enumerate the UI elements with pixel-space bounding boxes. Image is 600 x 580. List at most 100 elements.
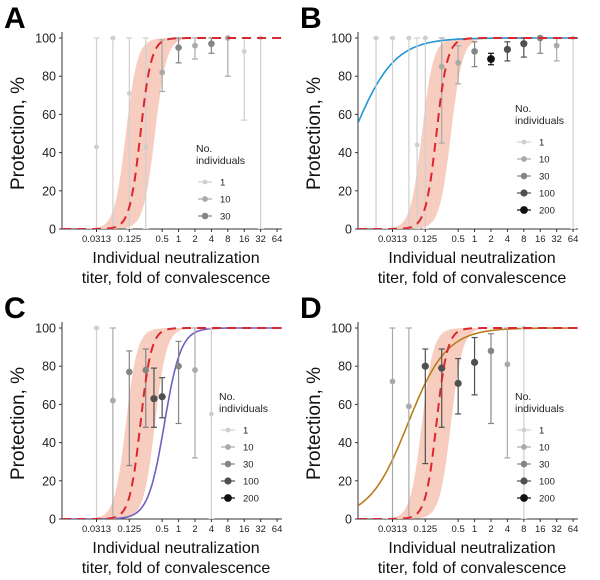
- panel-label: A: [4, 2, 26, 35]
- y-tick-label: 40: [42, 146, 56, 160]
- legend-key-point: [520, 460, 528, 468]
- data-point: [405, 403, 412, 410]
- data-point: [209, 411, 214, 417]
- data-point: [159, 69, 166, 76]
- data-point-group: [389, 327, 396, 519]
- x-tick-label: 4: [209, 234, 214, 245]
- data-point-group: [257, 35, 264, 229]
- legend-entry-label: 1: [539, 426, 544, 437]
- y-tick-label: 60: [42, 108, 56, 122]
- legend-key-point: [224, 494, 232, 502]
- y-tick-label: 40: [338, 436, 352, 450]
- data-point-group: [373, 35, 380, 229]
- y-tick-label: 80: [338, 360, 352, 374]
- panel-c: C Protection, % Individual neutralization t…: [4, 292, 282, 577]
- legend-key-point: [202, 179, 208, 185]
- legend-title-line: No.: [219, 391, 235, 403]
- legend-title-line: individuals: [515, 403, 564, 415]
- x-tick-label: 0.5: [156, 234, 169, 245]
- legend-entry-label: 30: [539, 460, 550, 471]
- legend-key-point: [520, 477, 528, 485]
- x-tick-label: 32: [255, 234, 266, 245]
- legend-entry-label: 100: [539, 477, 555, 488]
- panel-b: B Protection, % Individual neutralization t…: [300, 2, 578, 287]
- data-point-group: [109, 327, 116, 519]
- data-point: [421, 362, 429, 370]
- data-point-group: [553, 37, 560, 62]
- y-tick-label: 60: [42, 398, 56, 412]
- x-tick-label: 4: [505, 524, 510, 535]
- x-axis-label-line: Individual neutralization: [92, 250, 259, 267]
- data-point: [126, 368, 133, 376]
- data-point: [454, 379, 462, 387]
- x-tick-label: 0.125: [117, 524, 141, 535]
- model-confidence-band: [358, 38, 578, 229]
- data-point: [94, 144, 99, 150]
- data-point: [150, 395, 158, 403]
- data-point: [553, 42, 560, 49]
- y-tick-label: 100: [331, 32, 352, 46]
- data-point: [142, 366, 150, 374]
- x-axis-label-line: titer, fold of convalescence: [82, 270, 271, 287]
- y-tick-label: 0: [345, 513, 352, 527]
- data-point-group: [455, 45, 462, 85]
- x-axis-label-line: titer, fold of convalescence: [378, 560, 567, 577]
- y-tick-label: 0: [49, 513, 56, 527]
- x-tick-label: 1: [176, 524, 181, 535]
- y-tick-label: 0: [345, 223, 352, 237]
- data-point-group: [504, 327, 511, 459]
- data-point-group: [421, 348, 429, 465]
- observed-fit-curve: [62, 327, 282, 519]
- x-tick-label: 1: [176, 234, 181, 245]
- data-point: [94, 325, 99, 331]
- y-tick-label: 20: [338, 184, 352, 198]
- y-axis-label: Protection, %: [304, 77, 325, 190]
- x-tick-label: 32: [551, 234, 562, 245]
- x-axis-label-line: Individual neutralization: [388, 250, 555, 267]
- data-point-group: [422, 35, 429, 229]
- panel-label: B: [300, 2, 322, 35]
- data-point: [520, 40, 528, 48]
- legend-entry-label: 10: [539, 155, 550, 166]
- data-point: [241, 48, 247, 54]
- x-tick-label: 0.5: [156, 524, 169, 535]
- x-tick-label: 8: [225, 234, 230, 245]
- legend-key-point: [521, 156, 527, 162]
- x-tick-label: 2: [192, 234, 197, 245]
- plot-area: [62, 325, 282, 519]
- y-tick-label: 0: [49, 223, 56, 237]
- panel-label: C: [4, 292, 26, 325]
- x-tick-label: 0.125: [413, 234, 437, 245]
- legend-title-line: individuals: [219, 403, 268, 415]
- panel-a: A Protection, % Individual neutralization t…: [4, 2, 282, 287]
- x-tick-label: 0.125: [413, 524, 437, 535]
- legend-key-point: [202, 196, 208, 202]
- data-point-group: [126, 37, 133, 229]
- data-point-group: [405, 327, 412, 519]
- legend-entry-label: 30: [220, 212, 231, 223]
- x-tick-label: 16: [535, 524, 546, 535]
- data-point-group: [142, 348, 150, 428]
- y-axis-label: Protection, %: [304, 367, 325, 480]
- legend-title-line: No.: [196, 143, 212, 155]
- data-point-group: [487, 333, 495, 425]
- x-tick-label: 0.5: [452, 234, 465, 245]
- x-tick-label: 0.5: [452, 524, 465, 535]
- data-point: [414, 142, 420, 148]
- legend-entry-label: 10: [539, 443, 550, 454]
- data-point: [406, 35, 412, 41]
- data-point: [158, 393, 166, 401]
- data-point: [175, 362, 182, 370]
- data-point-group: [208, 37, 215, 54]
- x-tick-label: 4: [505, 234, 510, 245]
- legend-entry-label: 200: [539, 494, 555, 505]
- x-tick-label: 8: [225, 524, 230, 535]
- data-point-group: [471, 41, 478, 68]
- model-fit-curve: [358, 37, 578, 229]
- legend-entry-label: 1: [539, 138, 544, 149]
- legend: No.individuals 1 10 30 100 200: [515, 103, 564, 217]
- data-point-group: [158, 377, 166, 419]
- x-tick-label: 0.0313: [378, 524, 407, 535]
- data-point: [455, 59, 462, 66]
- model-confidence-band: [62, 38, 282, 229]
